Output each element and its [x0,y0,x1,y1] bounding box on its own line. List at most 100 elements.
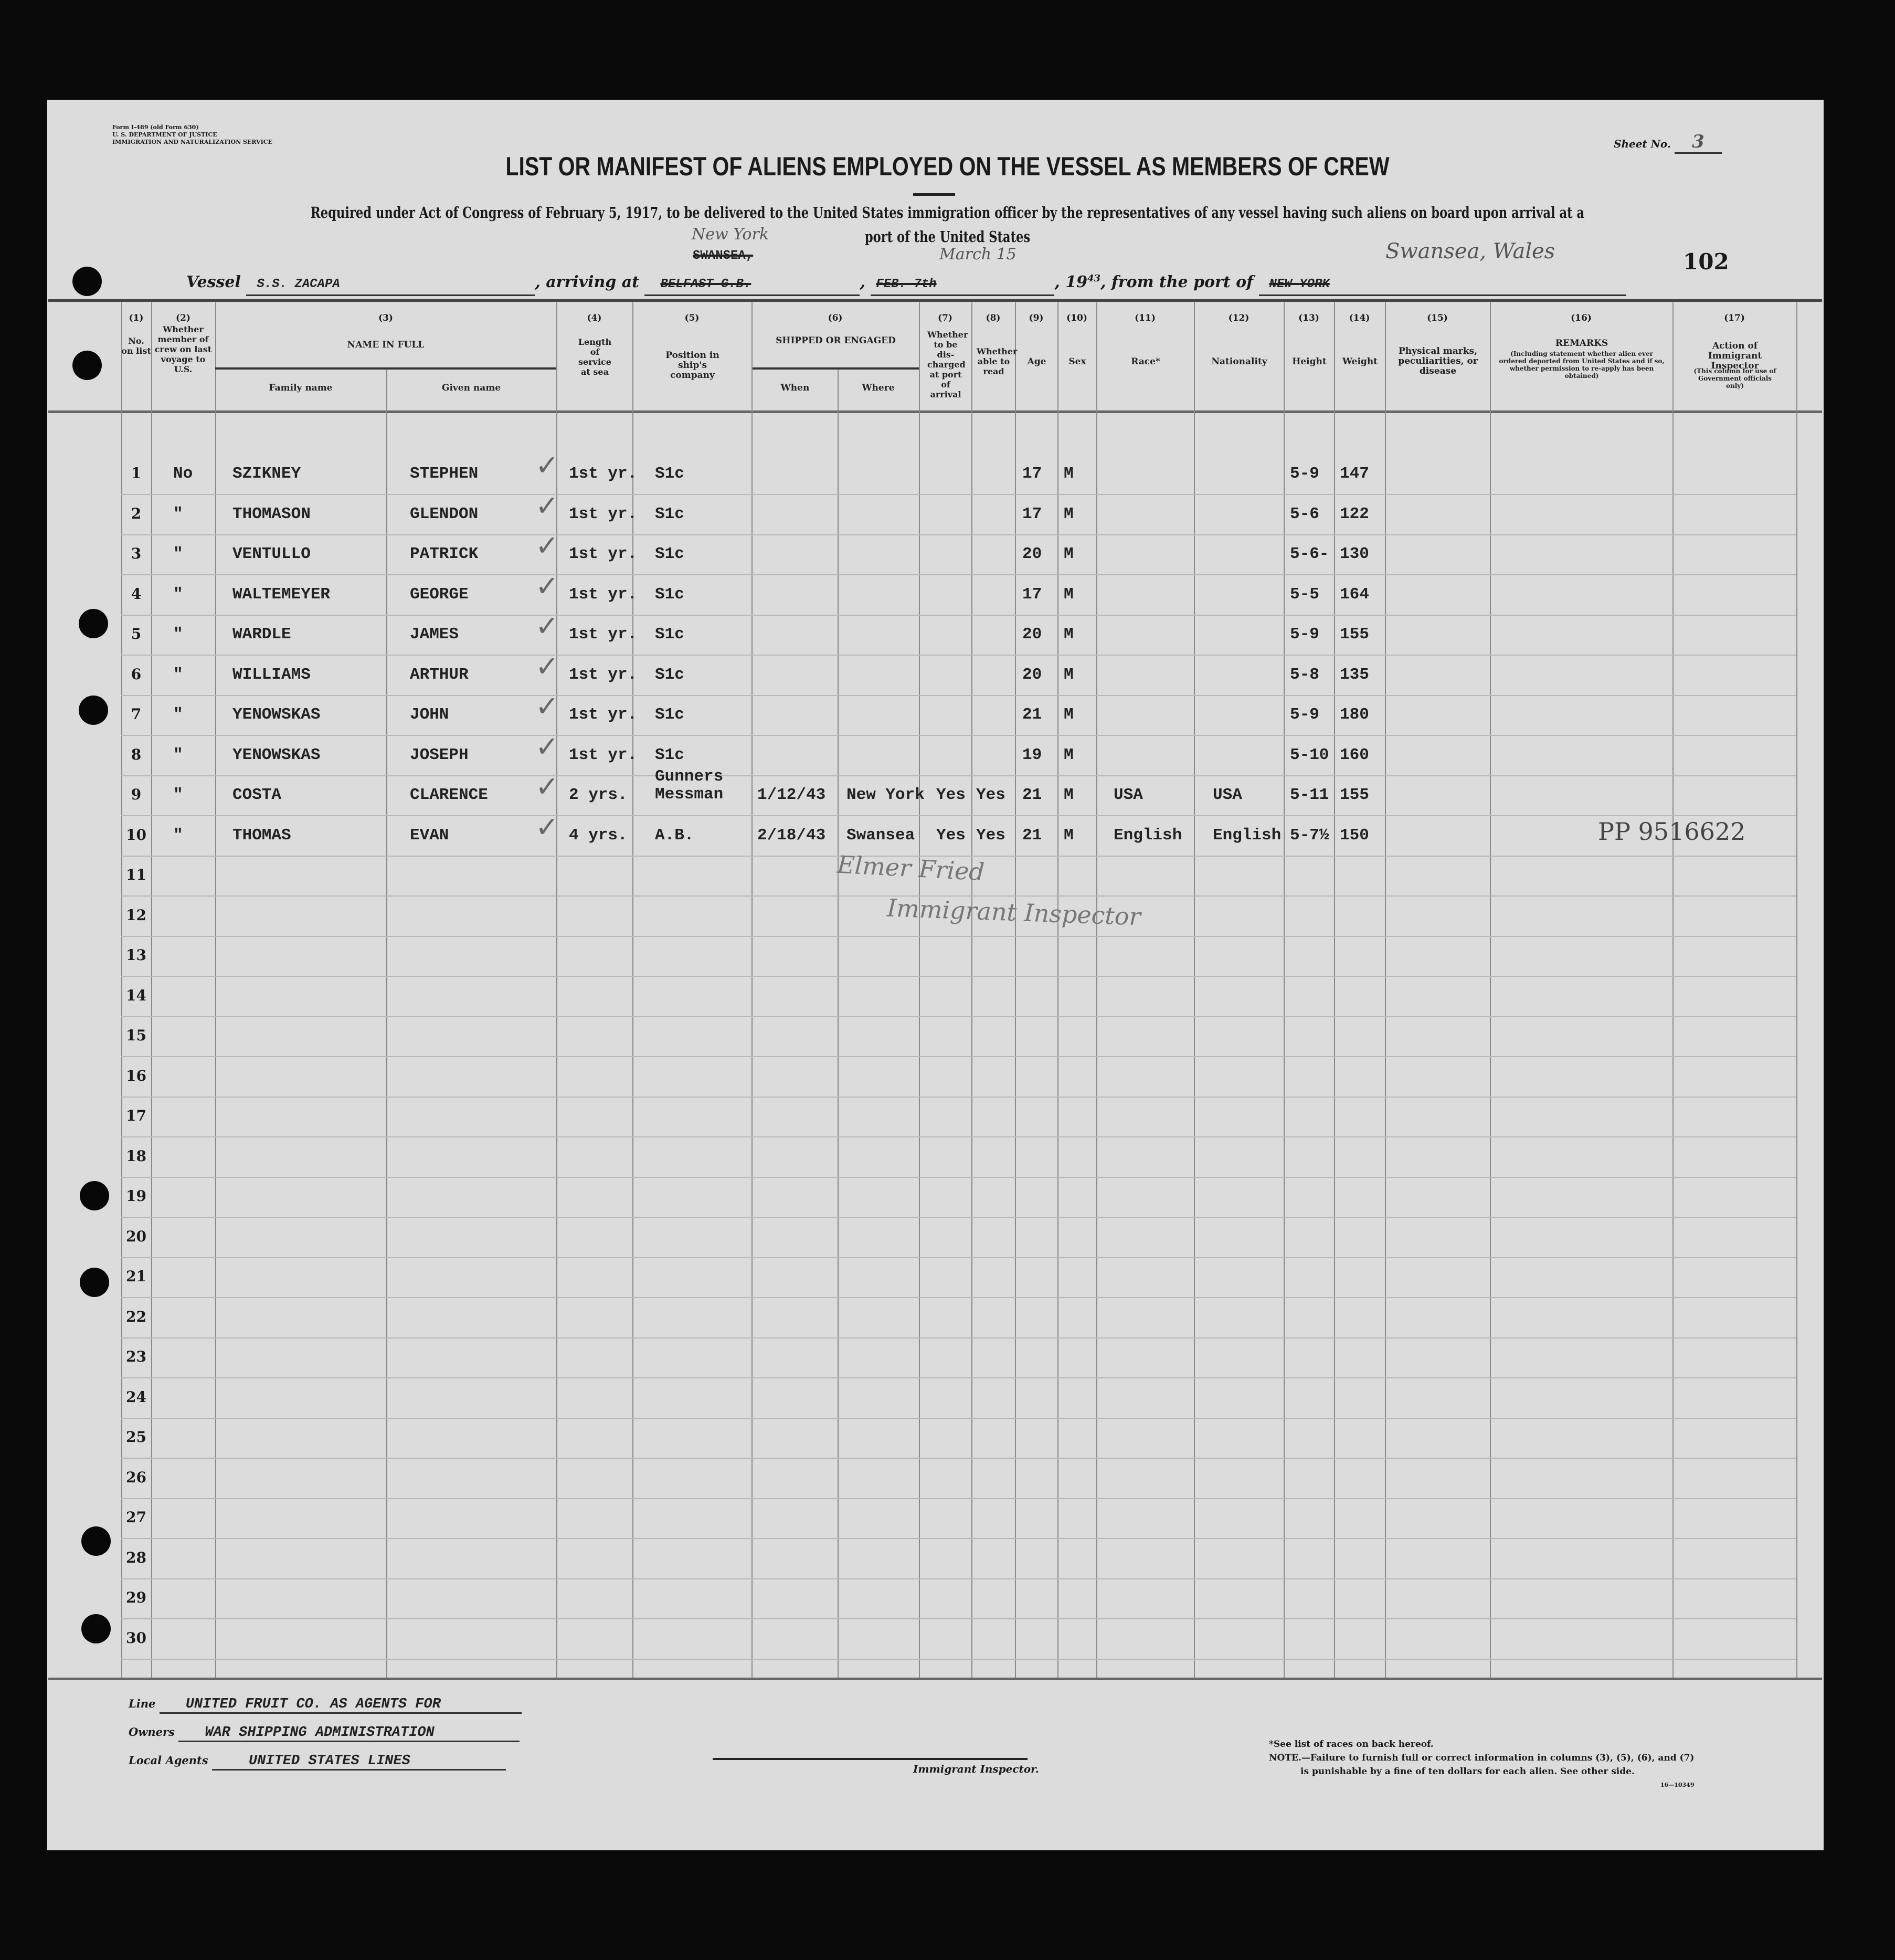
crew-status: No [173,465,193,483]
owners-value: WAR SHIPPING ADMINISTRATION [178,1725,520,1742]
col-header-length: Length of service at sea [578,337,612,377]
col-header-physical: Physical marks, peculiarities, or diseas… [1398,346,1478,376]
check-mark-icon: ✓ [535,730,559,763]
crew-status: " [173,705,183,724]
column-number: (5) [684,313,700,323]
sex: M [1064,826,1074,845]
row-number: 20 [126,1228,146,1245]
form-id-line: IMMIGRATION AND NATURALIZATION SERVICE [112,139,272,145]
column-rule [1284,302,1285,1678]
row-rule [121,936,1796,937]
row-rule [121,1498,1796,1499]
col-header-discharge: Whether to be dis-charged at port of arr… [927,330,968,399]
page-title: LIST OR MANIFEST OF ALIENS EMPLOYED ON T… [505,152,1390,181]
title-rule [913,193,955,196]
weight: 164 [1340,585,1369,604]
check-mark-icon: ✓ [535,770,559,803]
row-rule [121,1297,1796,1298]
arriving-port: BELFAST G.B. [644,275,860,296]
row-rule [121,1659,1796,1660]
row-rule [121,1217,1796,1218]
length-of-service: 1st yr. [569,746,638,764]
line-label: Line [129,1697,156,1710]
column-rule [1490,302,1491,1678]
check-mark-icon: ✓ [535,489,559,522]
arriving-label: , arriving at [535,273,640,291]
column-rule [838,368,839,1678]
vessel-name: S.S. ZACAPA [246,275,535,296]
row-number: 1 [131,465,142,482]
weight: 160 [1340,746,1369,764]
weight: 155 [1340,786,1369,804]
row-number: 30 [126,1629,146,1647]
column-rule [1015,302,1016,1678]
position: S1c [655,585,684,604]
row-rule [121,1337,1796,1339]
age: 21 [1022,826,1042,845]
row-rule [121,695,1796,696]
column-number: (4) [587,313,602,323]
height: 5-8 [1290,666,1319,684]
discharge: Yes [936,786,966,804]
check-mark-icon: ✓ [535,449,559,482]
shipped-where: New York [846,786,925,804]
row-number: 8 [131,746,142,763]
given-name: PATRICK [410,545,479,563]
given-name: GEORGE [410,585,469,604]
weight: 130 [1340,545,1369,563]
row-rule [121,976,1796,977]
position: S1c [655,705,684,724]
column-rule [1194,302,1195,1678]
column-rule [1096,302,1097,1678]
races-note: *See list of races on back hereof. [1269,1739,1434,1750]
weight: 122 [1340,505,1369,523]
column-number: (9) [1029,313,1044,323]
family-name: YENOWSKAS [232,746,321,764]
from-label: , from the port of [1100,273,1254,291]
row-rule [121,775,1796,776]
column-rule [1334,302,1335,1678]
manifest-page [47,100,1824,1850]
position: S1c [655,545,684,563]
punch-hole [81,1526,111,1556]
sheet-label: Sheet No. [1614,138,1671,150]
arriving-handwritten: New York [692,225,769,244]
row-rule [121,615,1796,616]
punch-hole [72,267,102,296]
weight: 180 [1340,705,1369,724]
punch-hole [79,696,108,725]
position: S1c [655,666,684,684]
able-to-read: Yes [976,826,1005,845]
sheet-number-field: Sheet No. 3 [1614,131,1722,154]
punch-hole [80,1181,109,1210]
crew-status: " [173,585,183,604]
family-name: THOMASON [232,505,311,523]
col-header-family: Family name [269,383,333,393]
age: 20 [1022,625,1042,644]
col-header-action-note: (This column for use of Government offic… [1693,367,1776,389]
row-number: 9 [131,786,142,803]
row-rule [121,1016,1796,1017]
column-rule [215,302,216,1678]
column-rule [1796,302,1797,1678]
given-name: GLENDON [410,505,479,523]
page-stamp: 102 [1683,249,1729,275]
sex: M [1064,705,1074,724]
inspector-signature-line [713,1758,1028,1760]
row-rule [121,1377,1796,1378]
height: 5-6 [1290,505,1319,523]
penalty-note-cont: is punishable by a fine of ten dollars f… [1300,1766,1635,1777]
height: 5-9 [1290,625,1319,644]
row-number: 12 [126,907,146,924]
inspector-label: Immigrant Inspector. [913,1763,1039,1775]
column-rule [386,368,387,1678]
position: S1c [655,746,684,764]
shipped-rule [753,367,919,370]
crew-status: " [173,625,183,644]
row-number: 22 [126,1308,146,1325]
column-number: (11) [1135,313,1156,323]
col-header-crew: Whether member of crew on last voyage to… [154,324,212,374]
column-number: (13) [1298,313,1319,323]
column-number: (17) [1724,313,1745,323]
age: 17 [1022,505,1042,523]
